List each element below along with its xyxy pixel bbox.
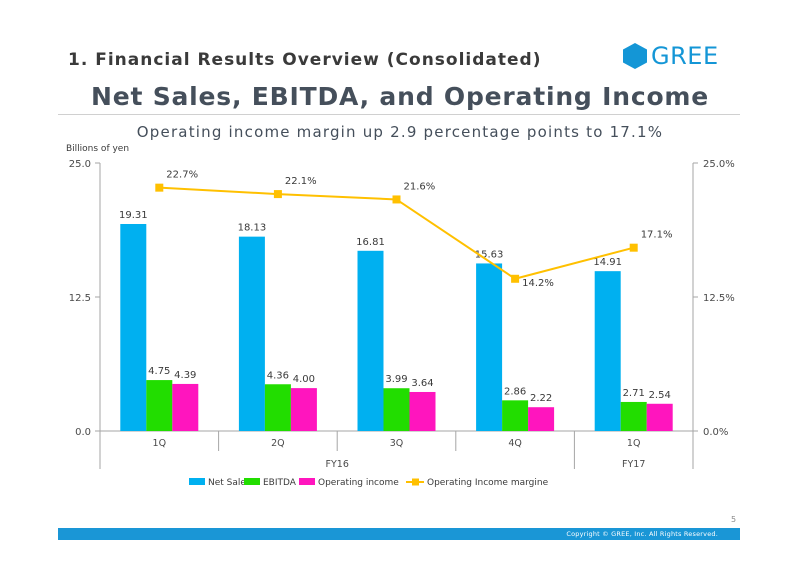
net-sales-bar-label: 16.81: [356, 237, 385, 248]
section-title: 1. Financial Results Overview (Consolida…: [68, 50, 542, 70]
legend-operating-income-swatch: [299, 478, 315, 485]
title-divider: [58, 114, 740, 115]
operating-income-bar: [172, 383, 199, 431]
ebitda-bar-label: 2.86: [504, 386, 526, 397]
net-sales-bar: [238, 236, 265, 431]
legend-margin-swatch-marker: [412, 478, 419, 486]
y-tick-label-left: 12.5: [69, 293, 91, 304]
net-sales-bar-label: 18.13: [238, 223, 267, 234]
ebitda-bar: [620, 401, 647, 431]
margin-point-label: 14.2%: [522, 278, 554, 289]
ebitda-bar: [502, 400, 529, 431]
operating-income-bar-label: 2.54: [649, 390, 671, 401]
net-sales-bar-label: 14.91: [593, 257, 622, 268]
margin-point: [392, 195, 401, 204]
margin-point-label: 22.1%: [285, 176, 317, 187]
margin-point: [155, 183, 164, 192]
y-tick-label-right: 0.0%: [703, 427, 728, 438]
ebitda-bar-label: 3.99: [385, 374, 407, 385]
legend-ebitda-label: EBITDA: [263, 478, 297, 488]
group-label: FY16: [326, 459, 349, 470]
net-sales-bar: [476, 263, 503, 431]
copyright-text: Copyright © GREE, Inc. All Rights Reserv…: [566, 530, 718, 538]
net-sales-bar-label: 15.63: [475, 249, 504, 260]
ebitda-bar: [383, 388, 410, 431]
y-tick-label-right: 25.0%: [703, 159, 735, 170]
ebitda-bar-label: 4.36: [267, 370, 289, 381]
margin-point-label: 17.1%: [641, 230, 673, 241]
x-tick-label: 2Q: [271, 438, 285, 449]
x-tick-label: 3Q: [390, 438, 404, 449]
financial-chart: 0.0 12.5 25.0 0.0% 12.5% 25.0% Billions of yen…: [66, 144, 735, 488]
ebitda-bar: [264, 384, 291, 431]
y-axis-label: Billions of yen: [66, 144, 129, 154]
ebitda-bar-label: 2.71: [623, 388, 645, 399]
margin-point: [511, 274, 520, 283]
legend-operating-income-label: Operating income: [318, 478, 399, 488]
operating-income-bar: [290, 388, 317, 431]
logo-text: GREE: [651, 42, 719, 70]
gree-logo: GREE: [622, 42, 719, 70]
net-sales-bar: [594, 271, 621, 431]
operating-income-bar: [528, 407, 555, 431]
y-tick-label-left: 0.0: [75, 427, 91, 438]
margin-point: [629, 243, 638, 252]
margin-point: [273, 190, 282, 199]
group-label: FY17: [622, 459, 645, 470]
x-tick-label: 1Q: [153, 438, 167, 449]
legend-margin-label: Operating Income margine: [427, 478, 549, 488]
margin-point-label: 21.6%: [404, 181, 436, 192]
margin-point-label: 22.7%: [166, 170, 198, 181]
net-sales-bar: [120, 223, 147, 431]
footer-bar: [58, 528, 740, 540]
legend-net-sales-label: Net Sales: [208, 478, 251, 488]
operating-income-bar: [646, 403, 673, 431]
operating-income-bar-label: 4.00: [293, 374, 315, 385]
operating-income-bar-label: 2.22: [530, 393, 552, 404]
page-title: Net Sales, EBITDA, and Operating Income: [90, 82, 710, 111]
legend-net-sales-swatch: [189, 478, 205, 485]
operating-income-bar: [409, 391, 436, 431]
x-tick-label: 4Q: [508, 438, 522, 449]
operating-income-bar-label: 3.64: [411, 378, 433, 389]
net-sales-bar: [357, 250, 384, 431]
page-subtitle: Operating income margin up 2.9 percentag…: [136, 123, 664, 141]
net-sales-bar-label: 19.31: [119, 210, 148, 221]
x-tick-label: 1Q: [627, 438, 641, 449]
y-tick-label-left: 25.0: [69, 159, 91, 170]
operating-income-bar-label: 4.39: [174, 370, 196, 381]
legend-ebitda-swatch: [244, 478, 260, 485]
y-tick-label-right: 12.5%: [703, 293, 735, 304]
ebitda-bar: [146, 380, 173, 431]
hexagon-logo-icon: [623, 43, 647, 69]
page-number: 5: [731, 515, 737, 524]
ebitda-bar-label: 4.75: [148, 366, 170, 377]
